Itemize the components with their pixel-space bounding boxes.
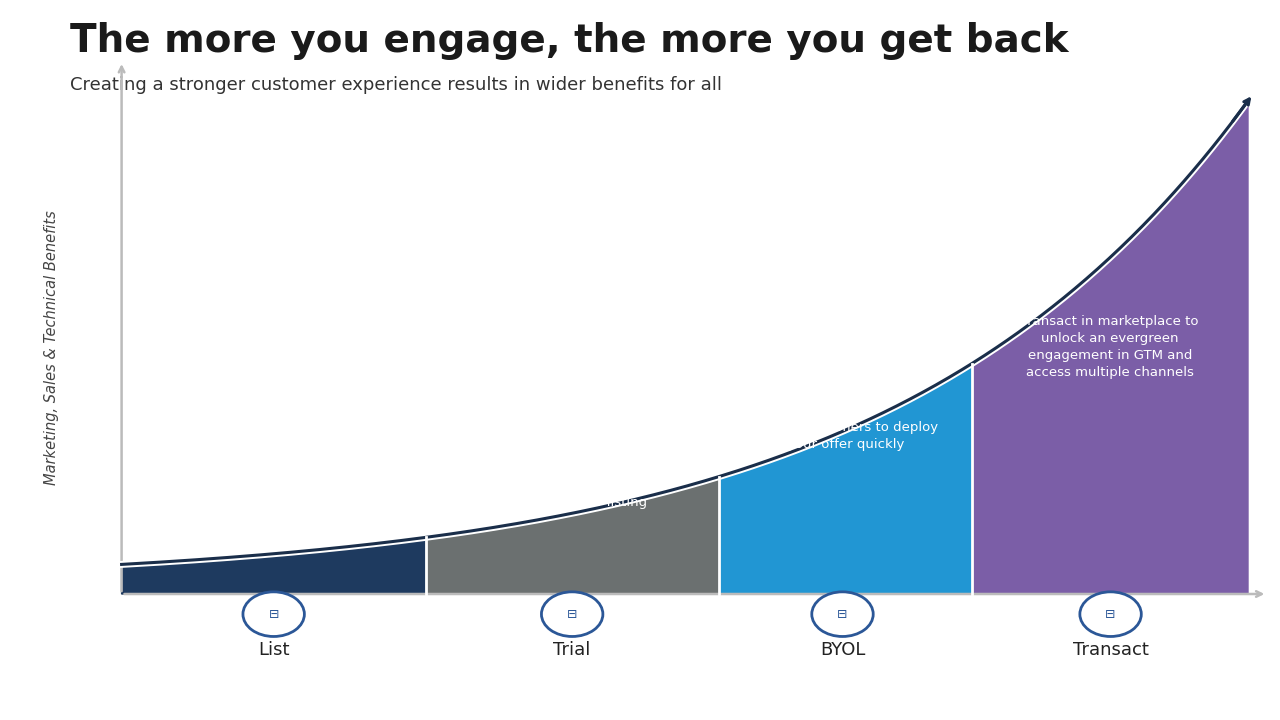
Ellipse shape [812, 592, 873, 636]
Text: ⊟: ⊟ [837, 608, 847, 621]
Polygon shape [719, 363, 974, 594]
Text: BYOL: BYOL [819, 641, 865, 659]
Ellipse shape [243, 592, 305, 636]
Ellipse shape [1080, 592, 1142, 636]
Text: Enable customers to deploy
your offer quickly: Enable customers to deploy your offer qu… [753, 421, 938, 451]
Text: ⊟: ⊟ [269, 608, 279, 621]
Text: Marketing, Sales & Technical Benefits: Marketing, Sales & Technical Benefits [44, 210, 59, 485]
Text: Add a trial to receive
enhanced benefits to
accelerate your listing: Add a trial to receive enhanced benefits… [498, 462, 646, 509]
Text: ⊟: ⊟ [1106, 608, 1116, 621]
Text: Transact: Transact [1073, 641, 1148, 659]
Text: Creating a stronger customer experience results in wider benefits for all: Creating a stronger customer experience … [70, 76, 722, 94]
Polygon shape [122, 537, 426, 594]
Text: Entry stage benefits
for all new offers: Entry stage benefits for all new offers [206, 490, 342, 521]
Polygon shape [974, 101, 1248, 594]
Text: ⊟: ⊟ [567, 608, 577, 621]
Text: List: List [257, 641, 289, 659]
Text: Transact in marketplace to
unlock an evergreen
engagement in GTM and
access mult: Transact in marketplace to unlock an eve… [1021, 315, 1199, 379]
Text: Trial: Trial [553, 641, 591, 659]
Polygon shape [426, 477, 719, 594]
Ellipse shape [541, 592, 603, 636]
Text: The more you engage, the more you get back: The more you engage, the more you get ba… [70, 22, 1069, 60]
